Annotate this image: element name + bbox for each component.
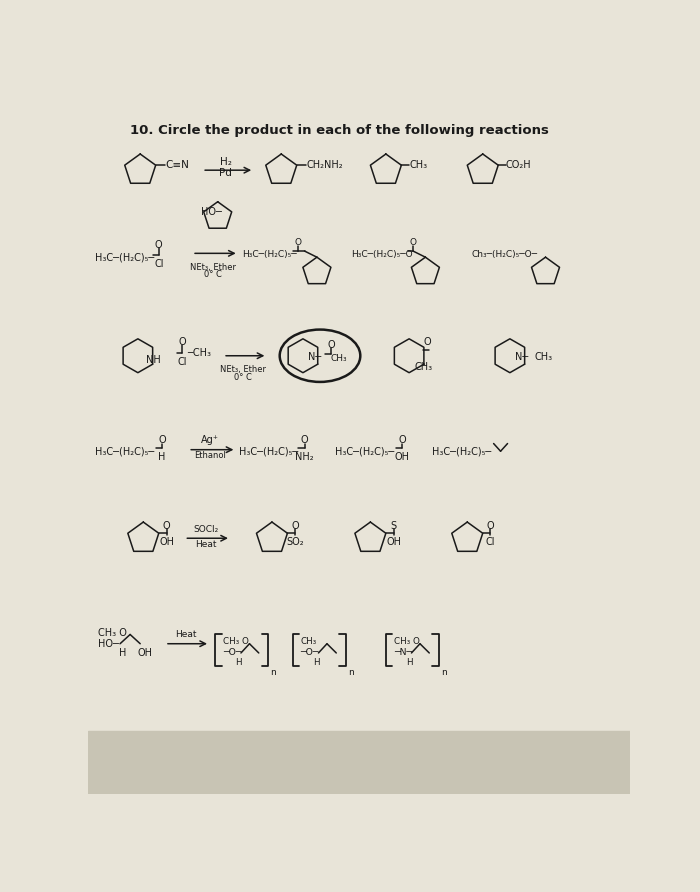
Text: H: H	[235, 657, 242, 666]
Text: OH: OH	[159, 538, 174, 548]
Text: H₃C─(H₂C)₅─: H₃C─(H₂C)₅─	[242, 251, 297, 260]
Text: Ethanol: Ethanol	[194, 451, 226, 460]
Text: S: S	[391, 521, 397, 531]
Text: n: n	[348, 667, 354, 677]
Text: NH: NH	[146, 355, 160, 366]
Text: CH₃: CH₃	[535, 352, 553, 362]
Text: Cl: Cl	[177, 357, 187, 367]
Text: CH₃ O: CH₃ O	[393, 637, 419, 646]
Text: O: O	[158, 435, 166, 445]
Text: n: n	[270, 667, 276, 677]
Text: 10. Circle the product in each of the following reactions: 10. Circle the product in each of the fo…	[130, 124, 549, 137]
Text: CH₃: CH₃	[331, 354, 347, 363]
Text: Heat: Heat	[175, 630, 197, 639]
Text: O: O	[179, 337, 187, 347]
Text: CH₃ O: CH₃ O	[98, 628, 127, 638]
Text: OH: OH	[138, 648, 153, 658]
Text: C≡N: C≡N	[165, 161, 189, 170]
Text: CO₂H: CO₂H	[506, 161, 531, 170]
Text: H₃C─(H₂C)₅─: H₃C─(H₂C)₅─	[335, 446, 395, 456]
Text: CH₃: CH₃	[409, 161, 427, 170]
Text: Cl: Cl	[486, 538, 495, 548]
Text: 0° C: 0° C	[234, 373, 251, 382]
Text: CH₃: CH₃	[300, 637, 317, 646]
Text: CH₃: CH₃	[414, 361, 432, 372]
Text: Cl: Cl	[154, 259, 164, 269]
Text: SOCl₂: SOCl₂	[193, 524, 218, 533]
Text: ─N─: ─N─	[393, 648, 412, 657]
Text: ─O─: ─O─	[223, 648, 242, 657]
Text: Heat: Heat	[195, 540, 217, 549]
Text: CH₂NH₂: CH₂NH₂	[306, 161, 343, 170]
Text: O: O	[162, 521, 170, 531]
Text: O: O	[398, 435, 406, 445]
Text: CH₃ O: CH₃ O	[223, 637, 249, 646]
Text: H: H	[313, 657, 319, 666]
Text: O: O	[486, 521, 494, 531]
Text: ─CH₃: ─CH₃	[187, 348, 211, 358]
Text: 0° C: 0° C	[204, 270, 222, 279]
Text: O: O	[424, 337, 431, 347]
Bar	[88, 731, 630, 794]
Text: Ch₃─(H₂C)₅─O─: Ch₃─(H₂C)₅─O─	[471, 251, 537, 260]
Text: H₃C─(H₂C)₅─: H₃C─(H₂C)₅─	[95, 446, 155, 456]
Text: Ag⁺: Ag⁺	[201, 435, 219, 445]
Text: H₃C─(H₂C)₅─: H₃C─(H₂C)₅─	[239, 446, 299, 456]
Text: NEt₃, Ether: NEt₃, Ether	[220, 365, 265, 374]
Text: ─O─: ─O─	[300, 648, 319, 657]
Text: NH₂: NH₂	[295, 452, 314, 462]
Text: HO─: HO─	[201, 207, 221, 217]
Text: H₃C─(H₂C)₅─: H₃C─(H₂C)₅─	[95, 252, 155, 262]
Text: OH: OH	[395, 452, 409, 462]
Text: H₃C─(H₂C)₅─: H₃C─(H₂C)₅─	[433, 446, 491, 456]
Text: H₂: H₂	[220, 157, 232, 167]
Text: H: H	[406, 657, 412, 666]
Text: H₃C─(H₂C)₅─O: H₃C─(H₂C)₅─O	[351, 251, 412, 260]
Text: O: O	[291, 521, 299, 531]
Text: O: O	[295, 238, 302, 247]
Text: N─: N─	[307, 352, 321, 362]
Text: O: O	[155, 240, 162, 250]
Text: Pd: Pd	[219, 169, 232, 178]
Text: O: O	[410, 238, 416, 247]
Text: NEt₃, Ether: NEt₃, Ether	[190, 262, 236, 271]
Text: H: H	[158, 452, 166, 462]
Text: H: H	[119, 648, 126, 658]
Text: n: n	[441, 667, 447, 677]
Text: O: O	[327, 340, 335, 350]
Text: HO─: HO─	[98, 639, 119, 648]
Text: O: O	[301, 435, 308, 445]
Text: N─: N─	[514, 352, 528, 362]
Text: OH: OH	[386, 538, 401, 548]
Text: SO₂: SO₂	[286, 538, 304, 548]
